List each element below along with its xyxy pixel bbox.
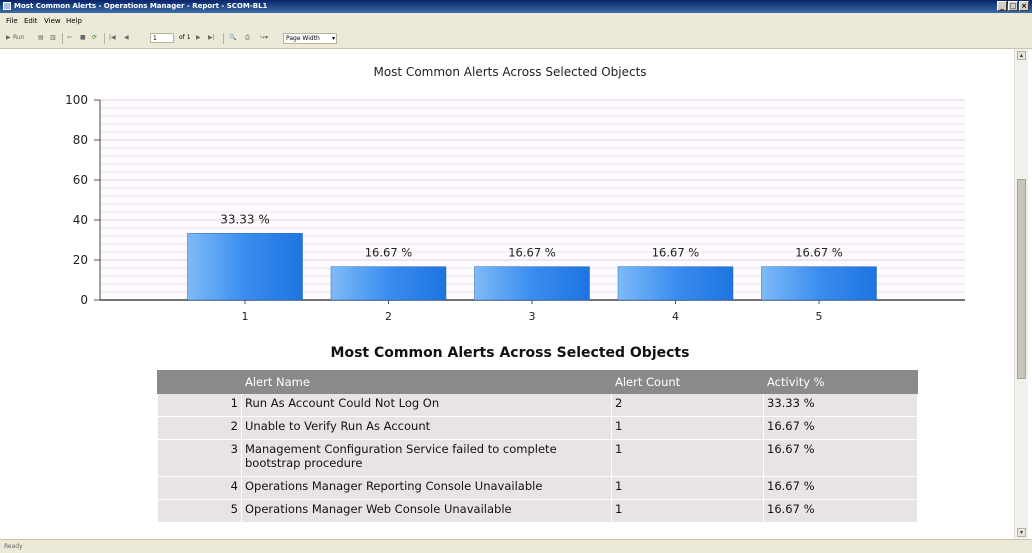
y-tick-label: 20 — [73, 253, 88, 267]
x-tick-label: 3 — [529, 310, 536, 323]
row-index: 4 — [157, 476, 242, 500]
bar — [330, 266, 447, 301]
data-label: 33.33 % — [220, 212, 270, 226]
header-alert-count: Alert Count — [611, 370, 764, 394]
table-row: 1 Run As Account Could Not Log On 2 33.3… — [157, 393, 918, 417]
alert-count-cell: 2 — [611, 393, 764, 417]
row-index: 5 — [157, 499, 242, 523]
table-row: 2 Unable to Verify Run As Account 1 16.6… — [157, 416, 918, 440]
alert-name-cell: Unable to Verify Run As Account — [241, 416, 612, 440]
zoom-select[interactable]: Page Width ▾ — [283, 33, 337, 44]
bar — [474, 266, 590, 301]
chart-title: Most Common Alerts Across Selected Objec… — [373, 65, 647, 79]
bar-chart: 0 20 40 60 80 100 33.33 % 1 16.67 % 2 16.67 % 3 16.6… — [65, 93, 965, 323]
alert-name-cell: Operations Manager Web Console Unavailab… — [241, 499, 612, 523]
alerts-table: Alert Name Alert Count Activity % 1 Run … — [157, 370, 918, 523]
alert-name-cell: Run As Account Could Not Log On — [241, 393, 612, 417]
table-row: 4 Operations Manager Reporting Console U… — [157, 476, 918, 500]
back-icon[interactable]: ⇦ — [67, 34, 73, 41]
x-tick-label: 1 — [242, 310, 249, 323]
table-row: 5 Operations Manager Web Console Unavail… — [157, 499, 918, 523]
scrollbar-thumb[interactable] — [1017, 179, 1026, 379]
scroll-up-icon[interactable]: ▴ — [1017, 51, 1026, 60]
row-index: 3 — [157, 439, 242, 477]
alert-name-cell: Management Configuration Service failed … — [241, 439, 612, 477]
run-icon: ▶ — [6, 34, 11, 41]
title-bar: Most Common Alerts - Operations Manager … — [0, 0, 1032, 13]
x-tick-label: 2 — [385, 310, 392, 323]
menu-view[interactable]: View — [44, 17, 61, 25]
doc-map-icon[interactable]: ▥ — [50, 34, 56, 41]
run-button[interactable]: Run — [13, 34, 25, 41]
x-tick-label: 5 — [816, 310, 823, 323]
menu-edit[interactable]: Edit — [24, 17, 38, 25]
header-index — [157, 370, 242, 394]
row-index: 1 — [157, 393, 242, 417]
next-page-icon[interactable]: ▶ — [196, 34, 201, 41]
bar — [617, 266, 734, 301]
maximize-icon[interactable]: □ — [1008, 1, 1018, 11]
page-count: of 1 — [179, 34, 191, 41]
data-label: 16.67 % — [365, 246, 413, 260]
window-controls: _ □ × — [997, 1, 1029, 12]
find-icon[interactable]: 🔍 — [229, 34, 237, 41]
alert-count-cell: 1 — [611, 499, 764, 523]
alert-name-cell: Operations Manager Reporting Console Una… — [241, 476, 612, 500]
y-tick-label: 100 — [65, 93, 88, 107]
bar — [761, 266, 877, 301]
refresh-icon[interactable]: ⟳ — [92, 34, 98, 41]
report-canvas: Most Common Alerts Across Selected Objec… — [0, 49, 1014, 539]
zoom-value: Page Width — [286, 35, 320, 42]
status-text: Ready — [4, 543, 23, 550]
activity-cell: 33.33 % — [763, 393, 918, 417]
vertical-scrollbar[interactable]: ▴ ▾ — [1014, 49, 1028, 539]
y-tick-label: 0 — [80, 293, 88, 307]
print-icon[interactable]: ⎙ — [245, 34, 250, 41]
previous-page-icon[interactable]: ◀ — [124, 34, 129, 41]
export-icon[interactable]: ↪▾ — [260, 34, 269, 41]
stop-icon[interactable]: ■ — [80, 34, 86, 41]
y-tick-label: 40 — [73, 213, 88, 227]
menu-help[interactable]: Help — [66, 17, 82, 25]
first-page-icon[interactable]: |◀ — [109, 34, 116, 41]
bar — [187, 233, 303, 301]
chevron-down-icon: ▾ — [331, 35, 335, 42]
data-label: 16.67 % — [652, 246, 700, 260]
y-tick-label: 60 — [73, 173, 88, 187]
app-icon — [3, 2, 11, 10]
table-title: Most Common Alerts Across Selected Objec… — [330, 345, 690, 361]
status-bar: Ready — [0, 539, 1032, 553]
parameters-icon[interactable]: ▤ — [38, 34, 44, 41]
page-number-input[interactable]: 1 — [150, 33, 174, 43]
header-activity: Activity % — [763, 370, 918, 394]
table-row: 3 Management Configuration Service faile… — [157, 439, 918, 477]
minimize-icon[interactable]: _ — [997, 1, 1007, 11]
header-alert-name: Alert Name — [241, 370, 612, 394]
window-title: Most Common Alerts - Operations Manager … — [14, 2, 268, 10]
data-label: 16.67 % — [795, 246, 843, 260]
scroll-down-icon[interactable]: ▾ — [1017, 528, 1026, 537]
activity-cell: 16.67 % — [763, 416, 918, 440]
y-tick-label: 80 — [73, 133, 88, 147]
close-icon[interactable]: × — [1019, 1, 1029, 11]
menu-file[interactable]: File — [6, 17, 18, 25]
alert-count-cell: 1 — [611, 416, 764, 440]
alert-count-cell: 1 — [611, 476, 764, 500]
table-header-row: Alert Name Alert Count Activity % — [157, 370, 918, 394]
data-label: 16.67 % — [508, 246, 556, 260]
alert-count-cell: 1 — [611, 439, 764, 477]
activity-cell: 16.67 % — [763, 439, 918, 477]
last-page-icon[interactable]: ▶| — [208, 34, 215, 41]
row-index: 2 — [157, 416, 242, 440]
activity-cell: 16.67 % — [763, 476, 918, 500]
activity-cell: 16.67 % — [763, 499, 918, 523]
x-tick-label: 4 — [672, 310, 679, 323]
menu-bar: File Edit View Help — [0, 13, 1032, 29]
report-toolbar: ▶ Run ▤ ▥ ⇦ ■ ⟳ |◀ ◀ 1 of 1 ▶ ▶| 🔍 ⎙ ↪▾ … — [0, 29, 1032, 49]
